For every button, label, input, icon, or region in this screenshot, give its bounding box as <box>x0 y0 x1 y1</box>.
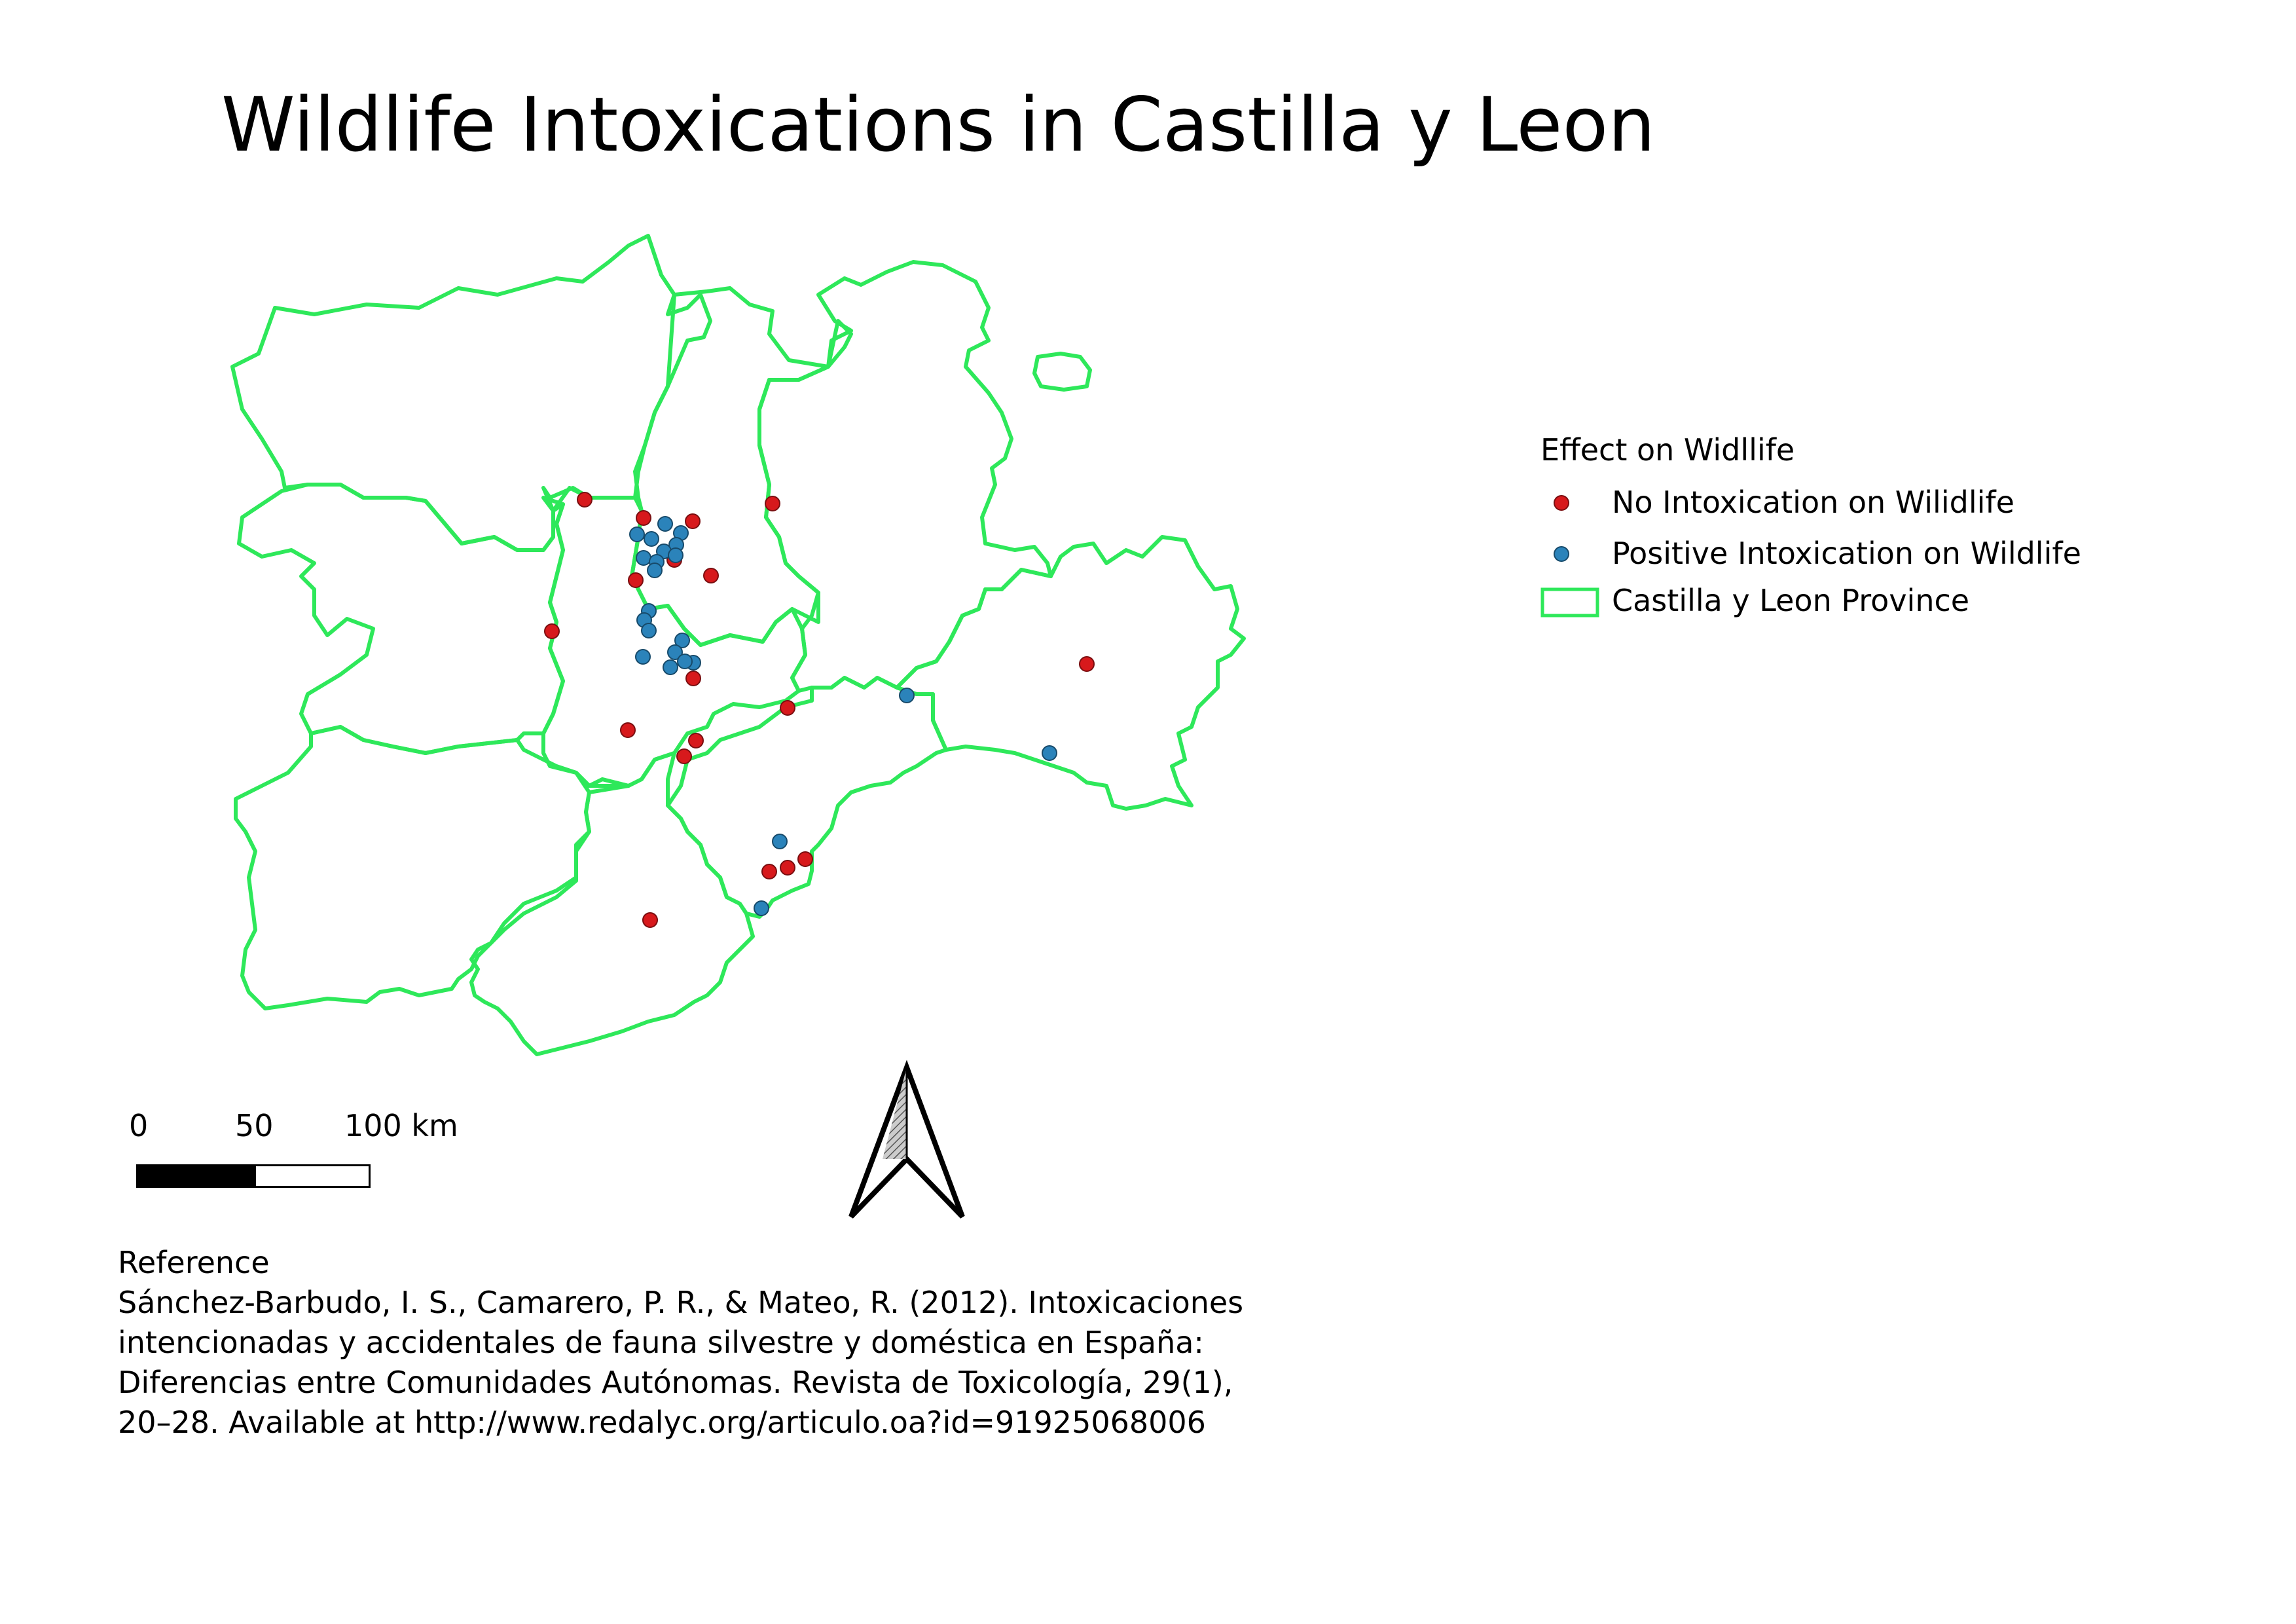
blue-circle-icon <box>1554 546 1569 562</box>
province-burgos[interactable] <box>757 260 1053 693</box>
positive-intoxication-point[interactable] <box>629 526 645 542</box>
no-intoxication-point[interactable] <box>636 510 651 526</box>
scale-label-50: 50 <box>235 1108 274 1143</box>
no-intoxication-point[interactable] <box>703 568 719 583</box>
positive-intoxication-point[interactable] <box>635 649 651 665</box>
positive-intoxication-point[interactable] <box>663 659 678 675</box>
positive-intoxication-point[interactable] <box>899 688 915 703</box>
scale-bar <box>136 1164 371 1188</box>
points-layer <box>544 492 1095 928</box>
positive-intoxication-point[interactable] <box>657 516 673 532</box>
no-intoxication-point[interactable] <box>761 864 777 879</box>
no-intoxication-point[interactable] <box>642 912 658 928</box>
legend-label: Positive Intoxication on Wildlife <box>1612 536 2081 571</box>
positive-intoxication-point[interactable] <box>641 623 657 638</box>
positive-intoxication-point[interactable] <box>647 563 663 578</box>
red-circle-icon <box>1554 495 1569 511</box>
province-burgos-enclave <box>1032 352 1092 392</box>
legend-label: No Intoxication on Wilidlife <box>1612 485 2014 520</box>
reference-line: 20–28. Available at http://www.redalyc.o… <box>118 1405 1206 1440</box>
province-zamora[interactable] <box>237 483 565 755</box>
positive-intoxication-point[interactable] <box>668 547 683 563</box>
reference-line: Sánchez-Barbudo, I. S., Camarero, P. R.,… <box>118 1285 1244 1320</box>
legend-label: Castilla y Leon Province <box>1612 583 1970 618</box>
positive-intoxication-point[interactable] <box>636 550 651 566</box>
positive-intoxication-point[interactable] <box>1042 745 1057 761</box>
no-intoxication-point[interactable] <box>685 513 701 529</box>
positive-intoxication-point[interactable] <box>644 531 659 547</box>
province-soria[interactable] <box>895 535 1246 811</box>
positive-intoxication-point[interactable] <box>754 900 769 916</box>
reference-line: intencionadas y accidentales de fauna si… <box>118 1325 1204 1360</box>
map-title: Wildlife Intoxications in Castilla y Leo… <box>221 81 1656 168</box>
scale-label-100: 100 km <box>344 1108 458 1143</box>
legend-title: Effect on Widllife <box>1540 432 1795 468</box>
reference-block: Reference Sánchez-Barbudo, I. S., Camare… <box>118 1243 1362 1443</box>
no-intoxication-point[interactable] <box>628 572 644 588</box>
scale-label-0: 0 <box>129 1108 149 1143</box>
polygon-outline-icon <box>1540 587 1599 618</box>
no-intoxication-point[interactable] <box>676 748 692 764</box>
no-intoxication-point[interactable] <box>544 623 560 639</box>
legend: Effect on Widllife No Intoxication on Wi… <box>1540 432 2081 618</box>
province-boundaries <box>230 234 1246 1056</box>
reference-line: Diferencias entre Comunidades Autónomas.… <box>118 1365 1233 1400</box>
no-intoxication-point[interactable] <box>620 722 636 738</box>
no-intoxication-point[interactable] <box>688 733 704 748</box>
province-salamanca[interactable] <box>234 725 630 1010</box>
no-intoxication-point[interactable] <box>780 860 795 876</box>
no-intoxication-point[interactable] <box>685 671 701 686</box>
reference-heading: Reference <box>118 1245 270 1280</box>
positive-intoxication-point[interactable] <box>772 834 788 849</box>
province-avila[interactable] <box>469 751 755 1056</box>
no-intoxication-point[interactable] <box>765 496 780 511</box>
no-intoxication-point[interactable] <box>797 851 813 867</box>
north-arrow <box>848 1060 965 1219</box>
no-intoxication-point[interactable] <box>1079 656 1095 672</box>
positive-intoxication-point[interactable] <box>674 633 690 648</box>
positive-intoxication-point[interactable] <box>667 644 683 660</box>
no-intoxication-point[interactable] <box>780 700 795 716</box>
no-intoxication-point[interactable] <box>577 492 592 507</box>
province-segovia[interactable] <box>666 676 948 919</box>
positive-intoxication-point[interactable] <box>677 654 693 669</box>
